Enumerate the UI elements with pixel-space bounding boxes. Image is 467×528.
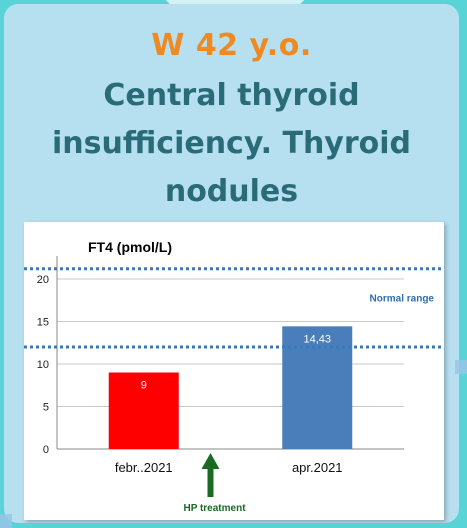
y-tick-label: 15 xyxy=(37,317,49,329)
annotation-label: HP treatment xyxy=(183,503,246,514)
chart-title: FT4 (pmol/L) xyxy=(88,239,172,255)
y-tick-label: 5 xyxy=(43,402,49,414)
bar xyxy=(282,326,353,449)
bar xyxy=(108,372,179,449)
y-tick-label: 0 xyxy=(43,444,49,456)
normal-range-label: Normal range xyxy=(370,294,435,305)
treatment-arrow-head xyxy=(201,453,220,469)
slide-card: W 42 y.o. Central thyroid insufficiency.… xyxy=(4,4,459,523)
decorative-square xyxy=(455,360,467,374)
ft4-bar-chart: FT4 (pmol/L) 0 5 10 15 20 9 febr..2021 14,43 apr.… xyxy=(24,239,444,514)
slide-title: Central thyroid insufficiency. Thyroid n… xyxy=(51,78,412,209)
chart-panel: FT4 (pmol/L) 0 5 10 15 20 9 febr..2021 14,43 apr.… xyxy=(24,222,444,520)
x-tick-label: apr.2021 xyxy=(292,460,343,475)
patient-subtitle: W 42 y.o. xyxy=(151,28,312,63)
y-tick-label: 20 xyxy=(37,274,49,286)
decorative-square xyxy=(0,514,12,528)
x-tick-label: febr..2021 xyxy=(115,460,173,475)
y-tick-label: 10 xyxy=(37,359,49,371)
bar-value-label: 14,43 xyxy=(303,333,331,345)
treatment-arrow-shaft xyxy=(207,467,214,497)
bar-value-label: 9 xyxy=(141,380,147,392)
